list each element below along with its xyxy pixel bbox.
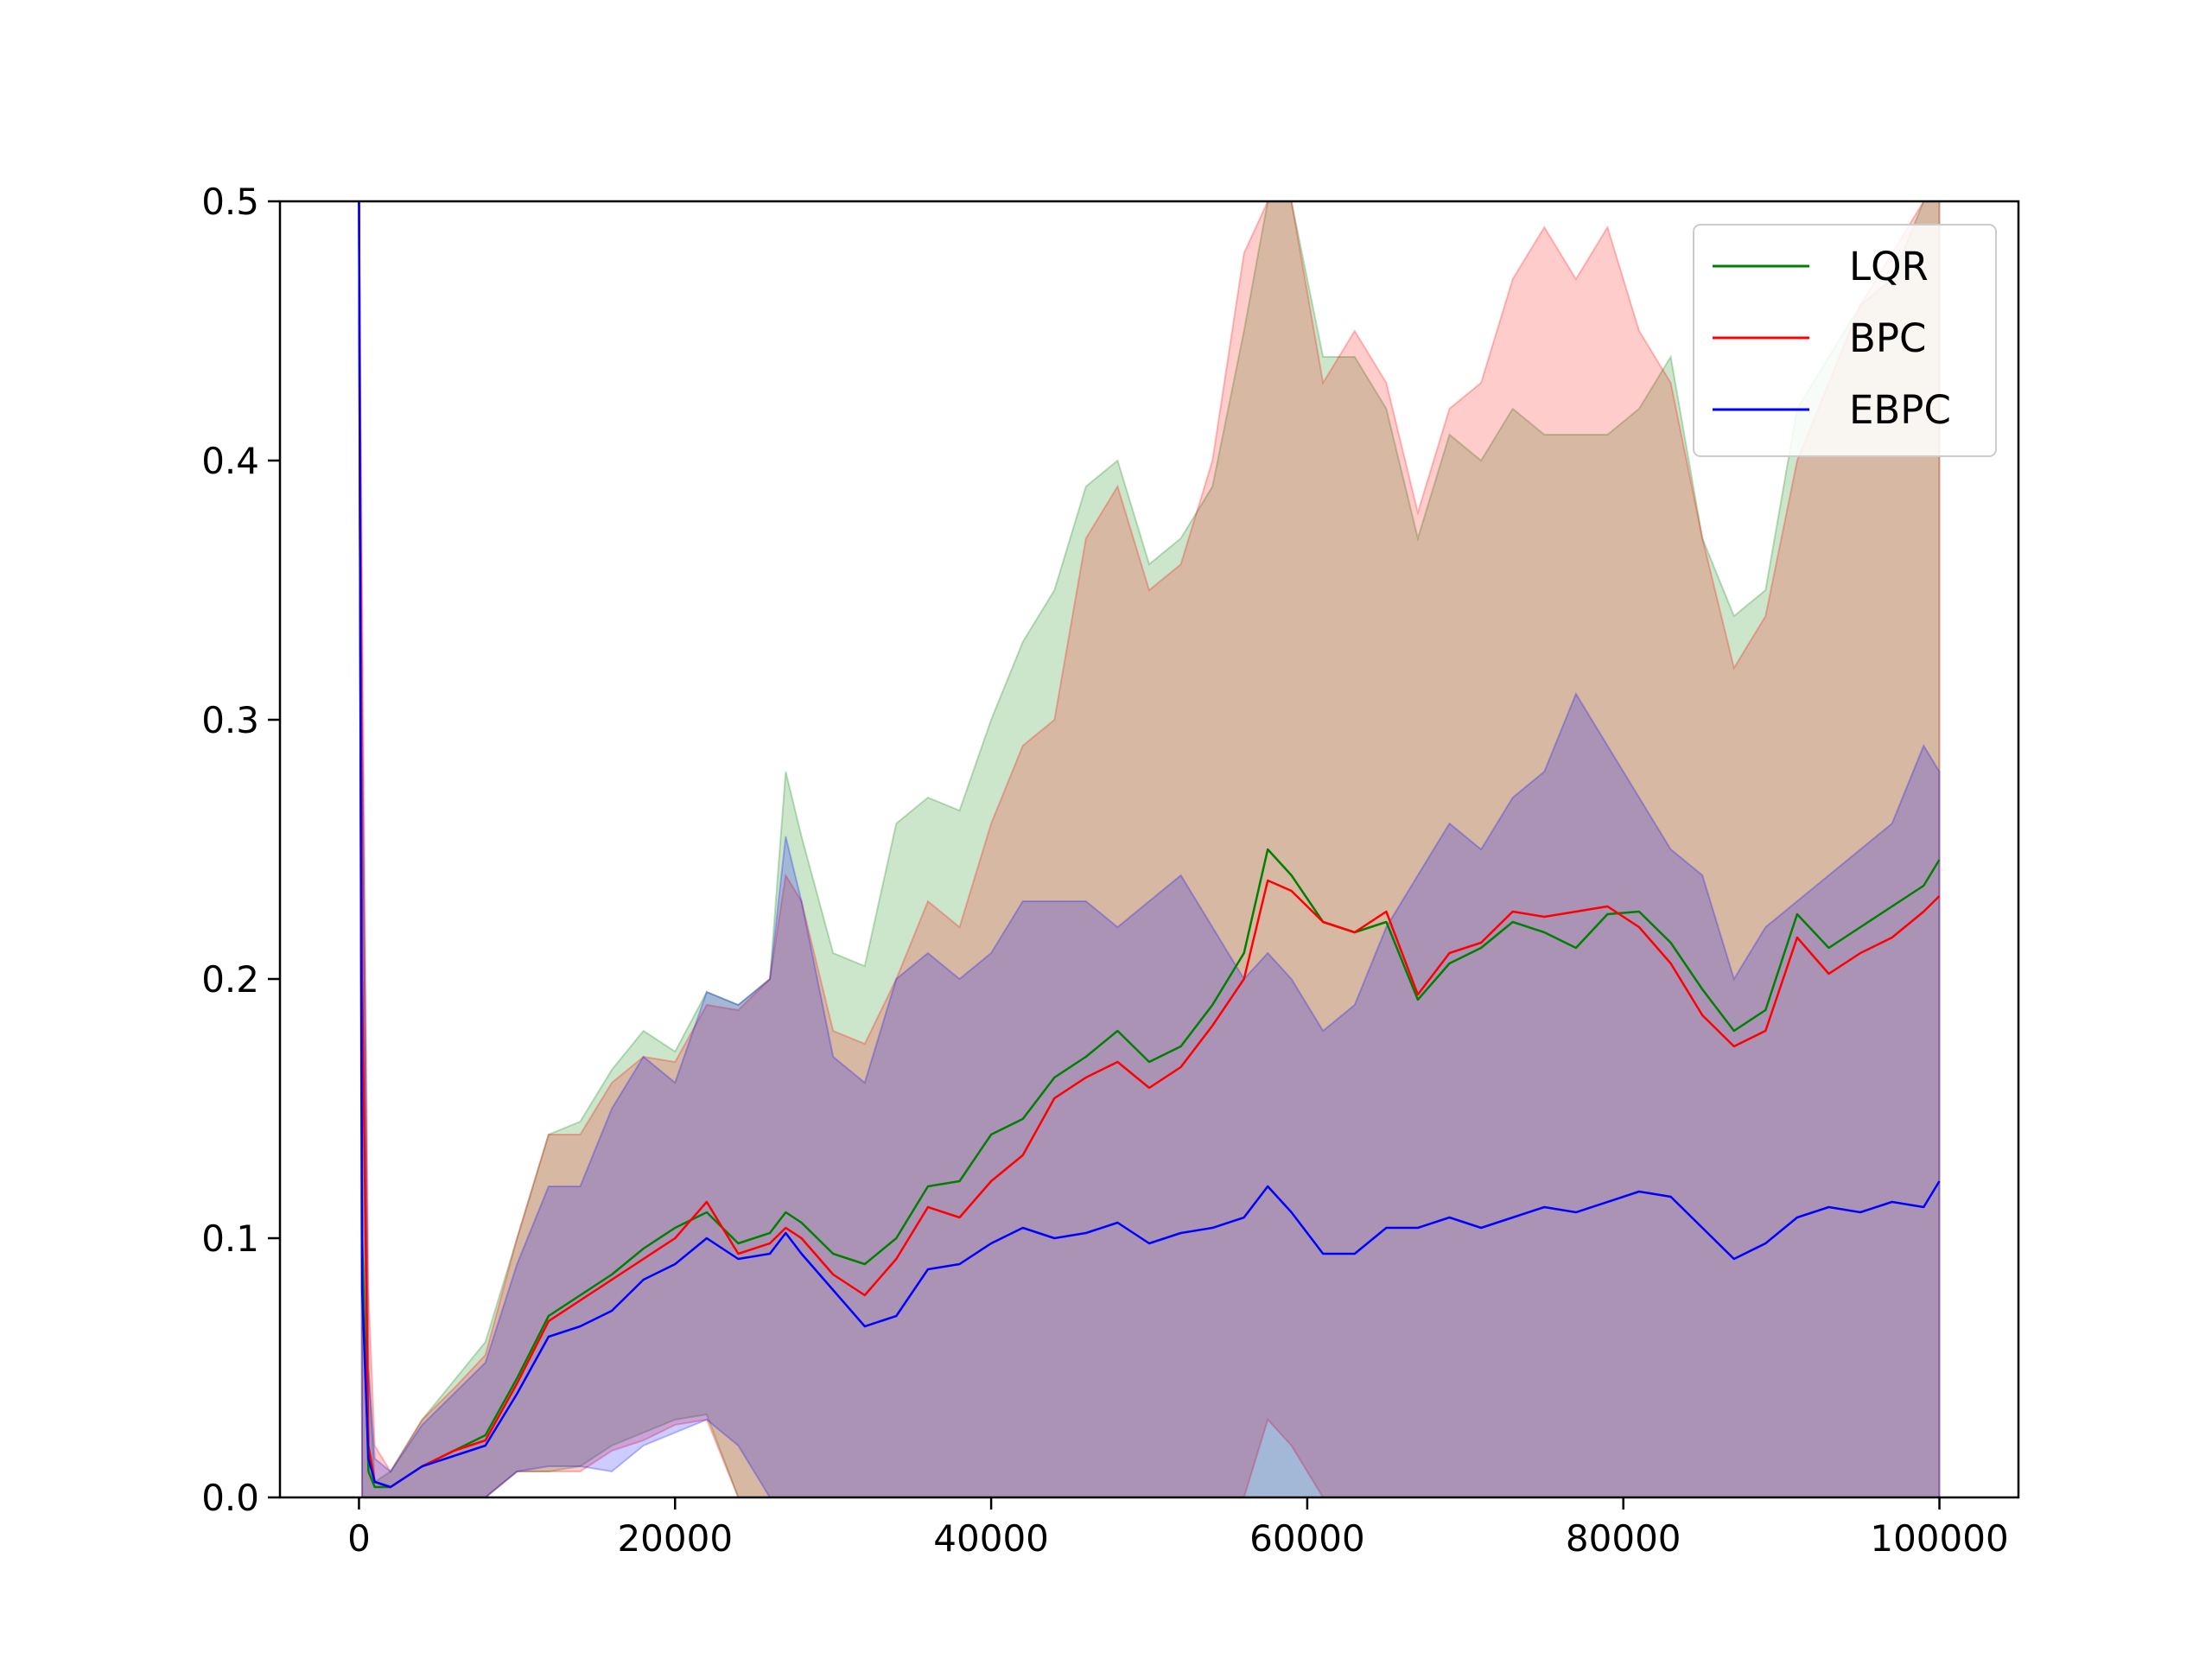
legend-label-bpc: BPC [1849,315,1926,361]
x-tick-label: 80000 [1566,1517,1681,1560]
line-ebpc [358,200,1941,1489]
x-axis: 0 20000 40000 60000 80000 100000 [347,1497,2009,1560]
y-tick-label: 0.1 [201,1217,259,1260]
legend-label-ebpc: EBPC [1849,387,1951,433]
legend-box [1693,224,1997,457]
line-bpc [358,200,1941,1489]
x-tick-label: 60000 [1249,1517,1365,1560]
y-tick-label: 0.2 [201,958,259,1001]
y-tick-label: 0.3 [201,699,259,741]
y-tick-label: 0.4 [201,440,259,482]
line-lqr [358,200,1941,1489]
y-tick-label: 0.0 [201,1477,259,1519]
y-axis: 0.0 0.1 0.2 0.3 0.4 0.5 [201,181,280,1519]
x-tick-label: 40000 [933,1517,1049,1560]
x-tick-label: 20000 [617,1517,733,1560]
mean-lines [358,200,1941,1489]
y-tick-label: 0.5 [201,181,259,223]
legend-label-lqr: LQR [1849,244,1929,289]
x-tick-label: 100000 [1870,1517,2008,1560]
confidence-bands [358,200,1941,1498]
plot-area-frame [278,200,2020,1499]
x-tick-label: 0 [347,1517,371,1560]
legend: LQR BPC EBPC [1693,224,1997,457]
